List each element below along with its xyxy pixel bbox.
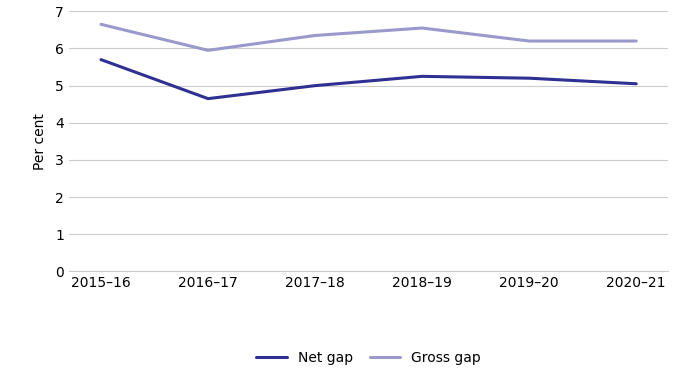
Line: Gross gap: Gross gap — [101, 25, 636, 51]
Gross gap — [311, 33, 319, 38]
Net gap — [311, 83, 319, 88]
Gross gap — [525, 39, 533, 43]
Gross gap — [204, 48, 212, 53]
Gross gap — [632, 39, 640, 43]
Legend: Net gap, Gross gap: Net gap, Gross gap — [256, 351, 481, 365]
Net gap — [204, 97, 212, 101]
Gross gap — [97, 22, 105, 27]
Net gap — [632, 81, 640, 86]
Line: Net gap: Net gap — [101, 60, 636, 99]
Net gap — [97, 57, 105, 62]
Net gap — [418, 74, 426, 79]
Net gap — [525, 76, 533, 80]
Gross gap — [418, 26, 426, 30]
Y-axis label: Per cent: Per cent — [33, 113, 47, 170]
